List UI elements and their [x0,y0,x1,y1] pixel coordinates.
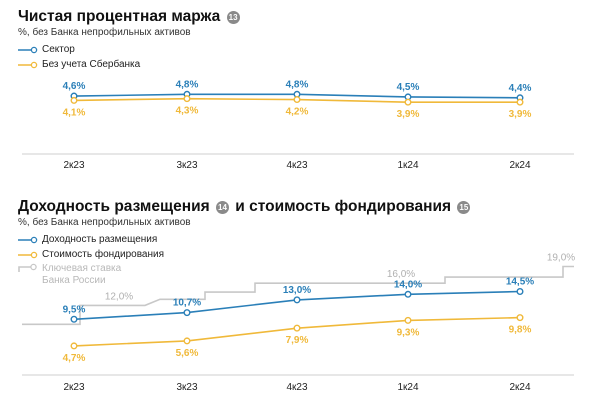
yield-cost-title: Доходность размещения 14 и стоимость фон… [18,198,472,216]
legend-item-ex-sber: Без учета Сбербанка [18,57,140,72]
footnote-badge-13: 13 [226,10,240,24]
data-label: 4,5% [397,82,420,93]
data-label: 4,3% [176,106,199,117]
x-tick-label: 4к23 [286,160,307,171]
nim-subtitle: %, без Банка непрофильных активов [18,27,191,38]
data-label: 9,5% [63,304,86,315]
data-label: 4,4% [509,83,532,94]
data-label: 3,9% [397,109,420,120]
data-label: 4,7% [63,353,86,364]
yield-cost-panel: Доходность размещения 14 и стоимость фон… [0,190,591,411]
data-point [404,290,412,298]
x-tick-label: 2к23 [63,382,84,393]
data-label: 14,5% [506,277,534,288]
nim-legend: Сектор Без учета Сбербанка [18,42,140,72]
data-label: 14,0% [394,279,422,290]
data-point [516,98,524,106]
key-rate-label: 12,0% [105,291,133,302]
yield-cost-legend: Доходность размещения Стоимость фондиров… [18,232,164,286]
x-tick-label: 3к23 [176,160,197,171]
data-point [183,337,191,345]
legend-orange-line-icon [18,61,38,68]
data-label: 10,7% [173,298,201,309]
legend-orange-line-icon [18,251,38,258]
data-label: 4,8% [286,79,309,90]
legend-step-line-icon [18,263,37,272]
x-tick-label: 2к24 [509,160,530,171]
data-point [70,96,78,104]
nim-panel: Чистая процентная маржа 13 %, без Банка … [0,0,591,190]
x-tick-label: 3к23 [176,382,197,393]
data-point [70,315,78,323]
footnote-badge-14: 14 [215,200,229,214]
nim-title: Чистая процентная маржа 13 [18,8,242,26]
data-label: 9,8% [509,325,532,336]
x-tick-label: 1к24 [397,382,418,393]
key-rate-step-line [22,265,574,326]
x-tick-label: 1к24 [397,160,418,171]
data-label: 4,6% [63,81,86,92]
yield-cost-chart: 12,0% 16,0% 19,0% 2к23 3к23 4к23 1к24 2к24 9,5% 1… [22,253,575,393]
data-point [293,296,301,304]
nim-chart: 2к23 3к23 4к23 1к24 2к24 4,6% 4,8% 4,8% 4,5% 4,4%… [22,79,574,171]
legend-item-sector: Сектор [18,42,140,57]
key-rate-label: 16,0% [387,269,415,280]
data-label: 5,6% [176,348,199,359]
footnote-badge-15: 15 [457,200,471,214]
legend-item-yield: Доходность размещения [18,232,164,247]
data-point [293,324,301,332]
key-rate-label: 19,0% [547,253,575,264]
data-point [404,316,412,324]
data-label: 3,9% [509,109,532,120]
data-point [404,98,412,106]
data-point [516,288,524,296]
legend-blue-line-icon [18,236,38,243]
data-label: 7,9% [286,335,309,346]
data-label: 4,8% [176,79,199,90]
legend-item-funding-cost: Стоимость фондирования [18,247,164,262]
x-tick-label: 2к23 [63,160,84,171]
x-tick-label: 4к23 [286,382,307,393]
data-point [183,95,191,103]
yield-cost-subtitle: %, без Банка непрофильных активов [18,217,191,228]
data-label: 9,3% [397,327,420,338]
legend-item-key-rate: Ключевая ставка Банка России [18,263,164,286]
data-point [70,342,78,350]
legend-blue-line-icon [18,46,38,53]
data-point [293,96,301,104]
x-tick-label: 2к24 [509,382,530,393]
data-label: 4,1% [63,107,86,118]
data-point [516,314,524,322]
data-point [183,309,191,317]
data-label: 13,0% [283,285,311,296]
data-label: 4,2% [286,107,309,118]
